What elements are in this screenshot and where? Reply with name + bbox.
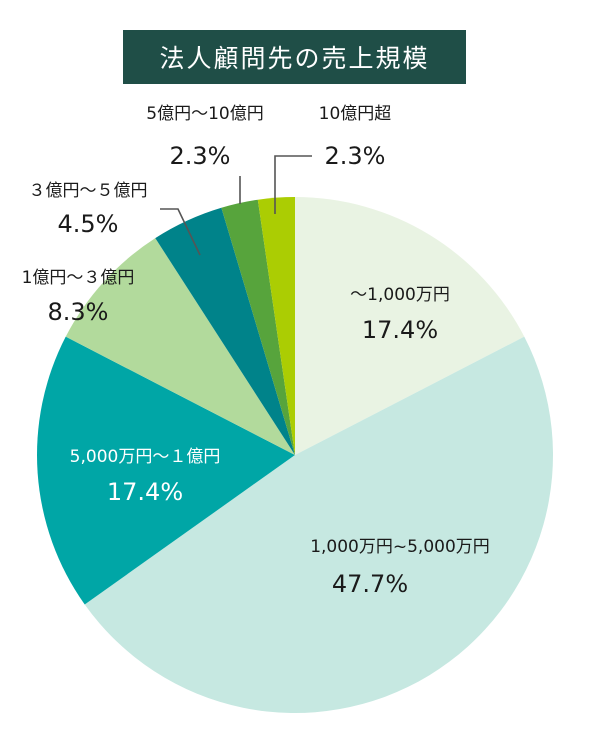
pie-slice-2 — [84, 336, 553, 713]
slice-value-label-2: 47.7% — [332, 570, 408, 598]
chart-title: 法人顧問先の売上規模 — [123, 30, 466, 84]
slice-value-label-7: 2.3% — [325, 142, 386, 170]
pie-slice-5 — [155, 207, 295, 455]
slice-value-label-5: 4.5% — [58, 210, 119, 238]
slice-label-5: ３億円〜５億円 — [29, 181, 148, 201]
slice-label-7: 10億円超 — [319, 104, 392, 124]
pie-slice-7 — [257, 197, 295, 455]
pie-slice-3 — [37, 336, 296, 605]
slice-label-2: 1,000万円~5,000万円 — [310, 537, 490, 557]
slice-value-label-3: 17.4% — [107, 478, 183, 506]
slice-label-4: 1億円〜３億円 — [22, 268, 135, 288]
slice-value-label-1: 17.4% — [362, 316, 438, 344]
pie-slice-6 — [221, 199, 295, 455]
slice-label-6: 5億円〜10億円 — [146, 104, 263, 124]
pie-slice-4 — [65, 238, 295, 455]
slice-label-1: 〜1,000万円 — [350, 285, 450, 305]
leader-line-5 — [160, 208, 201, 256]
slice-value-label-6: 2.3% — [170, 142, 231, 170]
leader-line-7 — [274, 155, 312, 214]
slice-label-3: 5,000万円〜１億円 — [70, 447, 221, 467]
pie-slice-1 — [295, 197, 525, 455]
slice-value-label-4: 8.3% — [48, 298, 109, 326]
